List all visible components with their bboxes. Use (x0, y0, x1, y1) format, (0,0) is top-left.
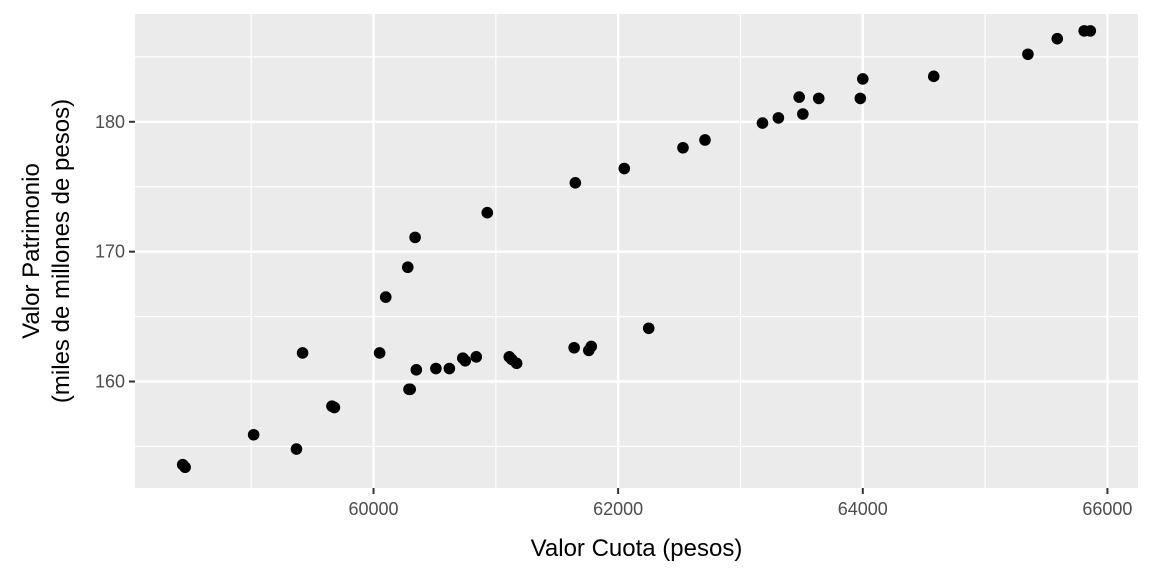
data-point (568, 341, 580, 354)
x-tick-label: 66000 (1082, 499, 1132, 519)
data-point (459, 354, 472, 367)
grid-major (135, 14, 1138, 488)
data-point (328, 401, 341, 414)
data-point (585, 340, 598, 353)
data-point (756, 117, 769, 129)
x-tick-label: 62000 (593, 499, 643, 519)
data-point (247, 428, 260, 441)
y-tick-label: 170 (95, 242, 125, 262)
x-axis-title: Valor Cuota (pesos) (531, 535, 743, 562)
data-point (1022, 48, 1034, 61)
data-point (793, 91, 805, 103)
data-point (569, 177, 582, 189)
y-axis-title-line2: (miles de millones de pesos) (48, 99, 75, 403)
x-tick-label: 64000 (838, 499, 888, 519)
y-axis-title: Valor Patrimonio (miles de millones de p… (18, 99, 75, 403)
data-point (772, 112, 785, 124)
data-points (176, 25, 1097, 474)
data-point (812, 92, 825, 105)
y-tick-label: 160 (95, 372, 125, 392)
data-point (379, 291, 392, 303)
data-point (1051, 32, 1064, 45)
data-point (430, 362, 442, 375)
y-axis: 160 170 180 (95, 112, 135, 392)
data-point (481, 206, 494, 219)
data-point (1084, 25, 1097, 37)
data-point (642, 322, 655, 335)
data-point (797, 108, 809, 120)
y-axis-title-line1: Valor Patrimonio (18, 163, 45, 339)
data-point (470, 351, 483, 363)
x-axis: 60000 62000 64000 66000 (348, 488, 1132, 519)
data-point (401, 261, 414, 274)
data-point (699, 134, 711, 146)
data-point (856, 73, 869, 85)
data-point (290, 443, 303, 455)
data-point (443, 362, 456, 375)
data-point (410, 364, 423, 376)
data-point (677, 141, 689, 154)
data-point (296, 347, 309, 359)
data-point (404, 383, 417, 396)
data-point (854, 92, 867, 105)
x-tick-label: 60000 (348, 499, 398, 519)
data-point (510, 357, 523, 370)
data-point (927, 70, 940, 83)
y-tick-label: 180 (95, 112, 125, 132)
data-point (179, 461, 191, 474)
data-point (618, 162, 631, 175)
data-point (409, 231, 421, 244)
data-point (373, 347, 386, 359)
